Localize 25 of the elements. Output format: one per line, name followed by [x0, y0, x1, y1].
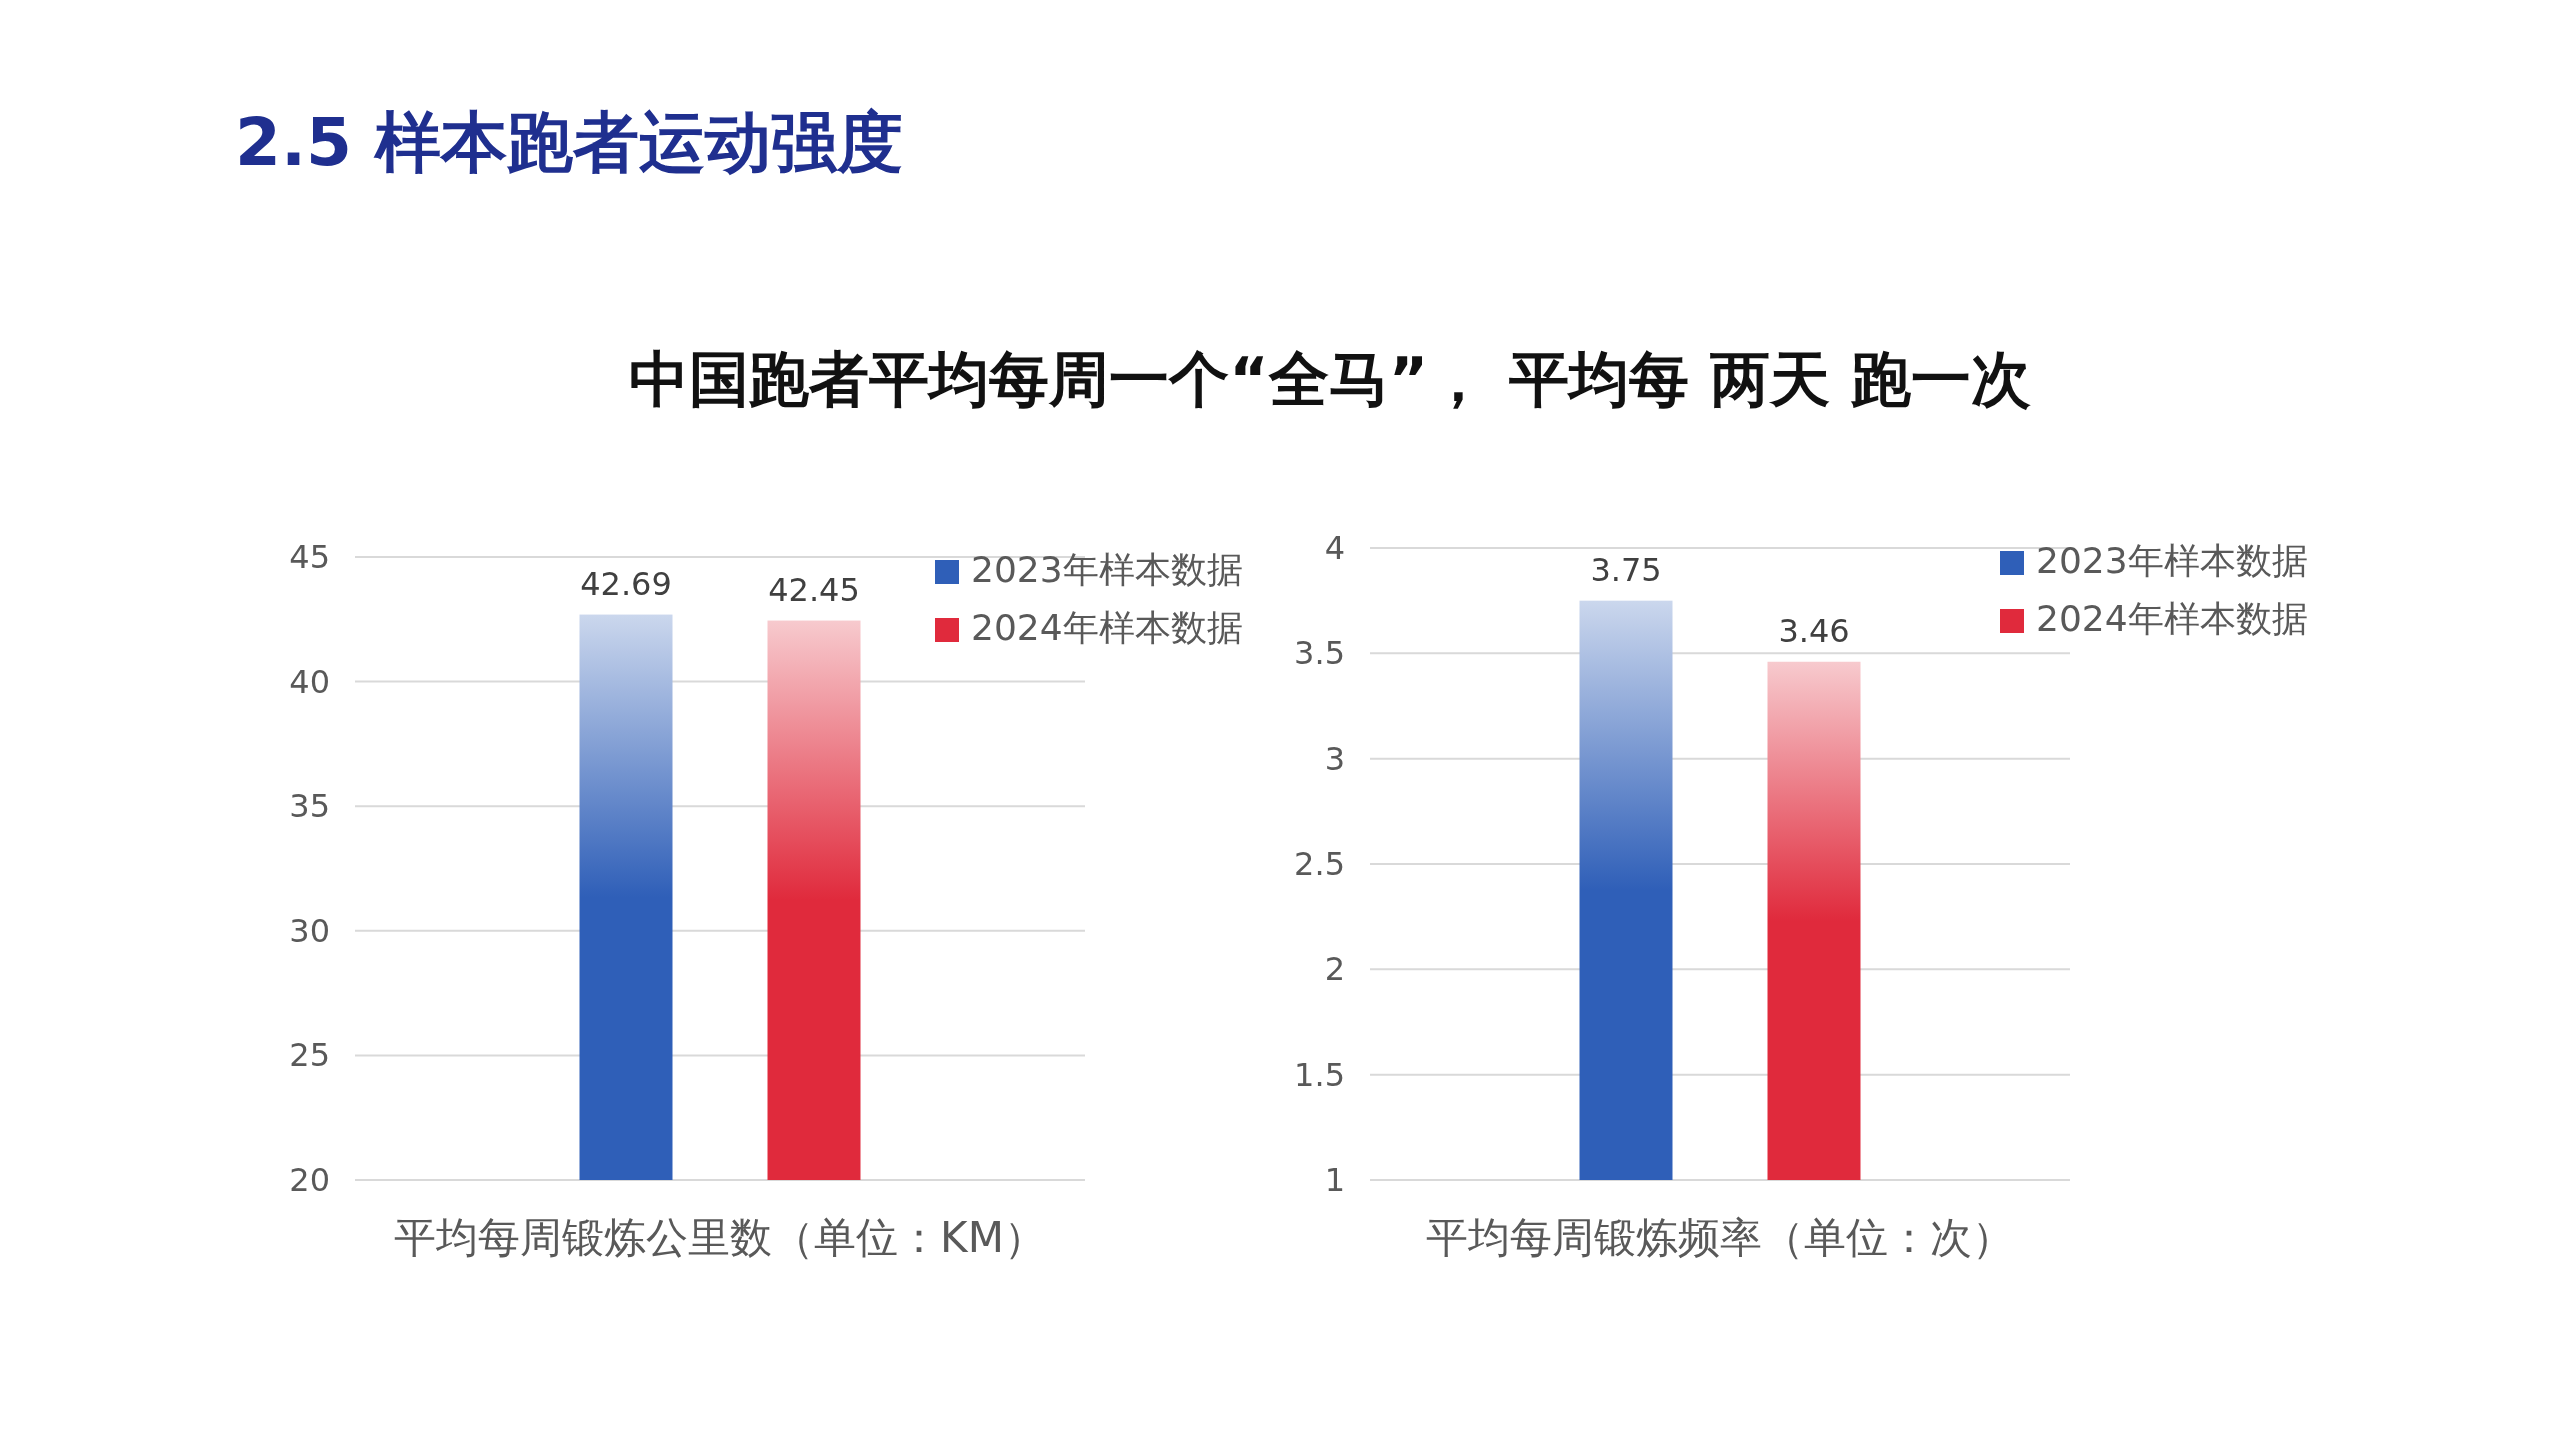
y-tick-label: 3 [1324, 739, 1345, 778]
x-tick-label: 平均每周锻炼频率（单位：次） [1426, 1213, 2014, 1262]
y-tick-label: 30 [289, 911, 330, 950]
y-tick-label: 2.5 [1294, 845, 1345, 883]
y-tick-label: 2 [1324, 950, 1345, 989]
text: 中国跑者平均每周一个“全马”， 平均每 两天 跑一次 [629, 344, 2031, 414]
legend-label: 2023年样本数据 [2036, 540, 2308, 581]
y-tick-label: 25 [289, 1036, 330, 1075]
y-tick-label: 45 [289, 538, 330, 576]
legend-label: 2024年样本数据 [971, 607, 1243, 648]
y-tick-label: 3.5 [1294, 634, 1345, 673]
y-tick-label: 1 [1324, 1161, 1345, 1199]
chart-title: 2.5 样本跑者运动强度 [235, 104, 903, 181]
y-tick-label: 1.5 [1294, 1055, 1345, 1094]
data-label: 42.69 [580, 564, 672, 603]
data-label: 42.45 [768, 570, 860, 609]
x-tick-label: 平均每周锻炼公里数（单位：KM） [394, 1213, 1046, 1262]
y-tick-label: 35 [289, 787, 330, 826]
data-label: 3.46 [1778, 611, 1850, 650]
y-tick-label: 20 [289, 1161, 330, 1199]
y-tick-label: 40 [289, 662, 330, 701]
legend-label: 2023年样本数据 [971, 549, 1243, 590]
y-tick-label: 4 [1324, 529, 1345, 567]
data-label: 3.75 [1590, 550, 1662, 589]
legend-label: 2024年样本数据 [2036, 598, 2308, 639]
